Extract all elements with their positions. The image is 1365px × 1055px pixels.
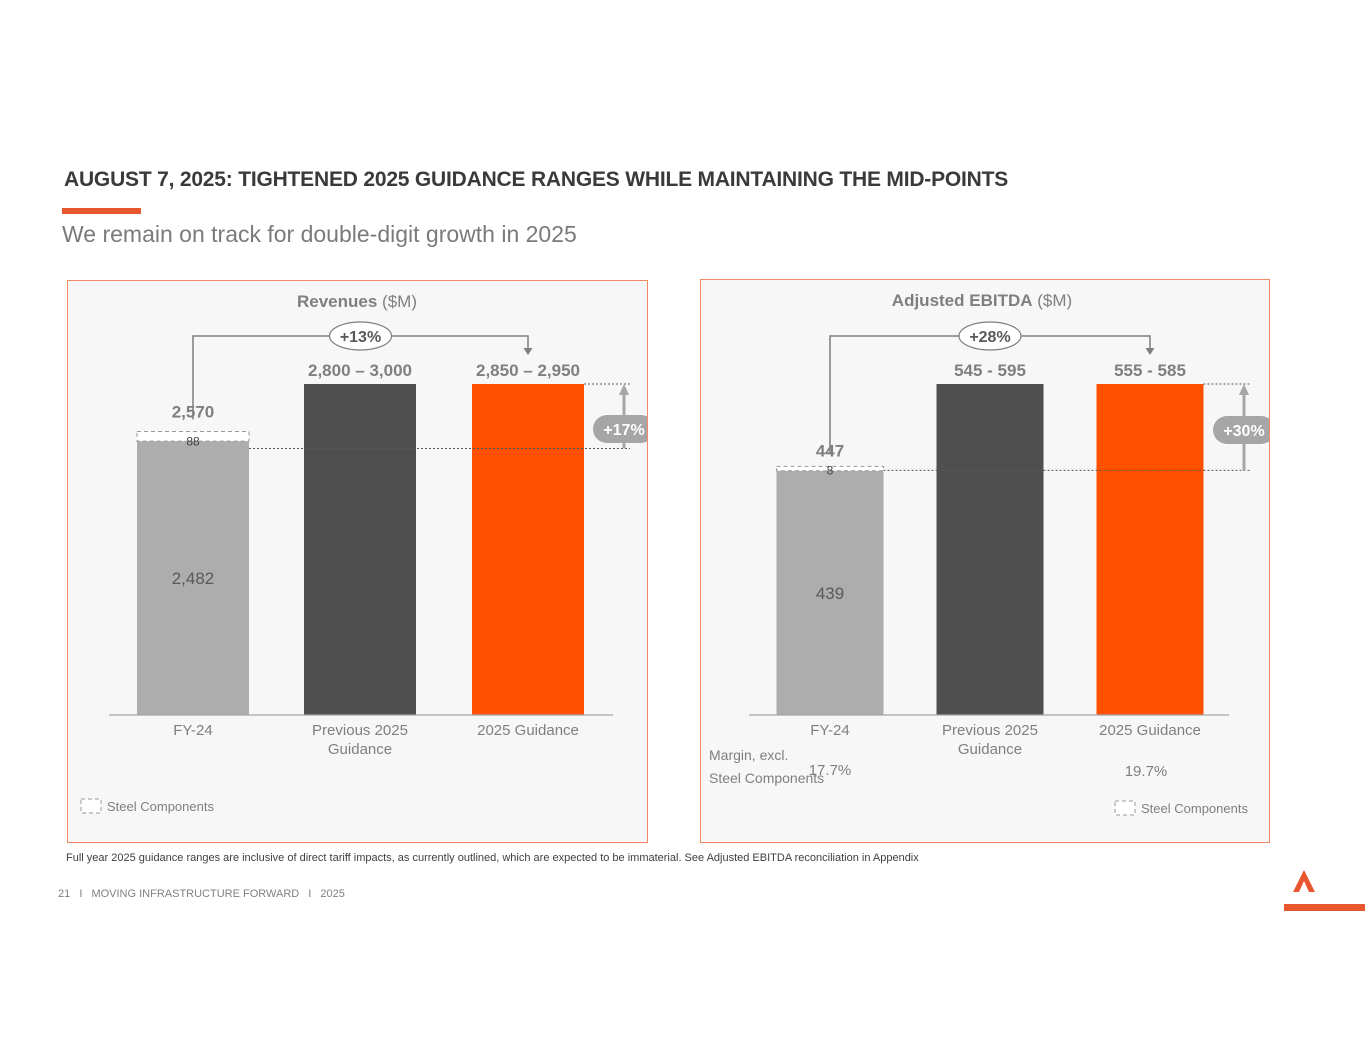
bar-range-label: 555 - 585 [1114, 361, 1186, 380]
title-accent-bar [62, 208, 141, 214]
bar-2025-guidance [1096, 384, 1204, 715]
growth-arrow-label: +30% [1223, 423, 1264, 440]
growth-arrow-pill [593, 415, 647, 443]
bar-range-label: 2,850 – 2,950 [476, 361, 580, 380]
growth-bracket-bubble [958, 321, 1022, 351]
bar-previous-guidance [936, 384, 1044, 715]
bar-fy24-steel-components [136, 430, 250, 442]
margin-value-2025-guidance: 19.7% [1125, 763, 1168, 780]
bar-fy24-base [776, 470, 884, 715]
growth-bracket-label: +13% [340, 329, 381, 346]
footnote: Full year 2025 guidance ranges are inclu… [66, 852, 919, 864]
slide-title: AUGUST 7, 2025: TIGHTENED 2025 GUIDANCE … [64, 168, 1009, 191]
chart-title-main: Adjusted EBITDA [892, 291, 1033, 310]
revenues-chart-panel: Revenues ($M) 2,482 88 2,570 2,800 – 3,000 2,… [67, 280, 648, 843]
growth-arrow-pill [1213, 416, 1269, 444]
margin-label: Steel Components [709, 770, 824, 786]
footer-separator: I [308, 888, 312, 900]
x-tick-label: Previous 2025 [312, 722, 408, 739]
x-tick-label: 2025 Guidance [477, 722, 579, 739]
margin-value-fy24: 17.7% [809, 762, 852, 779]
chart-title: Adjusted EBITDA ($M) [892, 291, 1072, 310]
bar-value-label: 439 [816, 584, 844, 603]
bar-2025-guidance [472, 384, 584, 715]
chart-title-unit: ($M) [377, 292, 417, 311]
legend-swatch-steel-components [1114, 800, 1136, 816]
growth-arrowhead [619, 384, 629, 395]
footer-tagline: MOVING INFRASTRUCTURE FORWARD [91, 888, 300, 900]
x-tick-label: Guidance [958, 741, 1022, 758]
growth-bracket-arrowhead [1145, 348, 1155, 355]
adjusted-ebitda-chart-panel: Adjusted EBITDA ($M) 439 8 447 545 - 595 555 … [700, 279, 1270, 843]
bar-fy24-base [137, 441, 249, 715]
bar-range-label: 545 - 595 [954, 361, 1026, 380]
legend-swatch-steel-components [80, 798, 102, 814]
x-tick-label: FY-24 [810, 722, 849, 739]
bar-range-label: 2,800 – 3,000 [308, 361, 412, 380]
slide-subtitle: We remain on track for double-digit grow… [62, 221, 577, 247]
chart-title-main: Revenues [297, 292, 377, 311]
x-tick-label: FY-24 [173, 722, 212, 739]
growth-bracket-bubble [328, 321, 393, 351]
steel-value-label: 88 [186, 434, 200, 448]
chart-title: Revenues ($M) [297, 292, 417, 311]
footer: 21 I MOVING INFRASTRUCTURE FORWARD I 202… [58, 888, 351, 900]
chart-title-unit: ($M) [1033, 291, 1073, 310]
x-tick-label: Guidance [328, 741, 392, 758]
footer-separator: I [79, 888, 83, 900]
growth-bracket-arrowhead [523, 348, 533, 355]
legend-label: Steel Components [107, 799, 214, 814]
legend-label: Steel Components [1141, 801, 1248, 816]
page-number: 21 [58, 888, 71, 900]
margin-label: Margin, excl. [709, 747, 788, 763]
company-logo-icon [1284, 870, 1365, 911]
bar-fy24-steel-components [776, 465, 884, 472]
growth-arrow-label: +17% [603, 422, 644, 439]
growth-arrowhead [1239, 384, 1249, 395]
x-tick-label: Previous 2025 [942, 722, 1038, 739]
x-tick-label: 2025 Guidance [1099, 722, 1201, 739]
bar-value-label: 2,482 [172, 569, 215, 588]
footer-year: 2025 [320, 888, 345, 900]
steel-value-label: 8 [827, 463, 834, 477]
bar-previous-guidance [304, 384, 416, 715]
growth-bracket-label: +28% [969, 329, 1010, 346]
